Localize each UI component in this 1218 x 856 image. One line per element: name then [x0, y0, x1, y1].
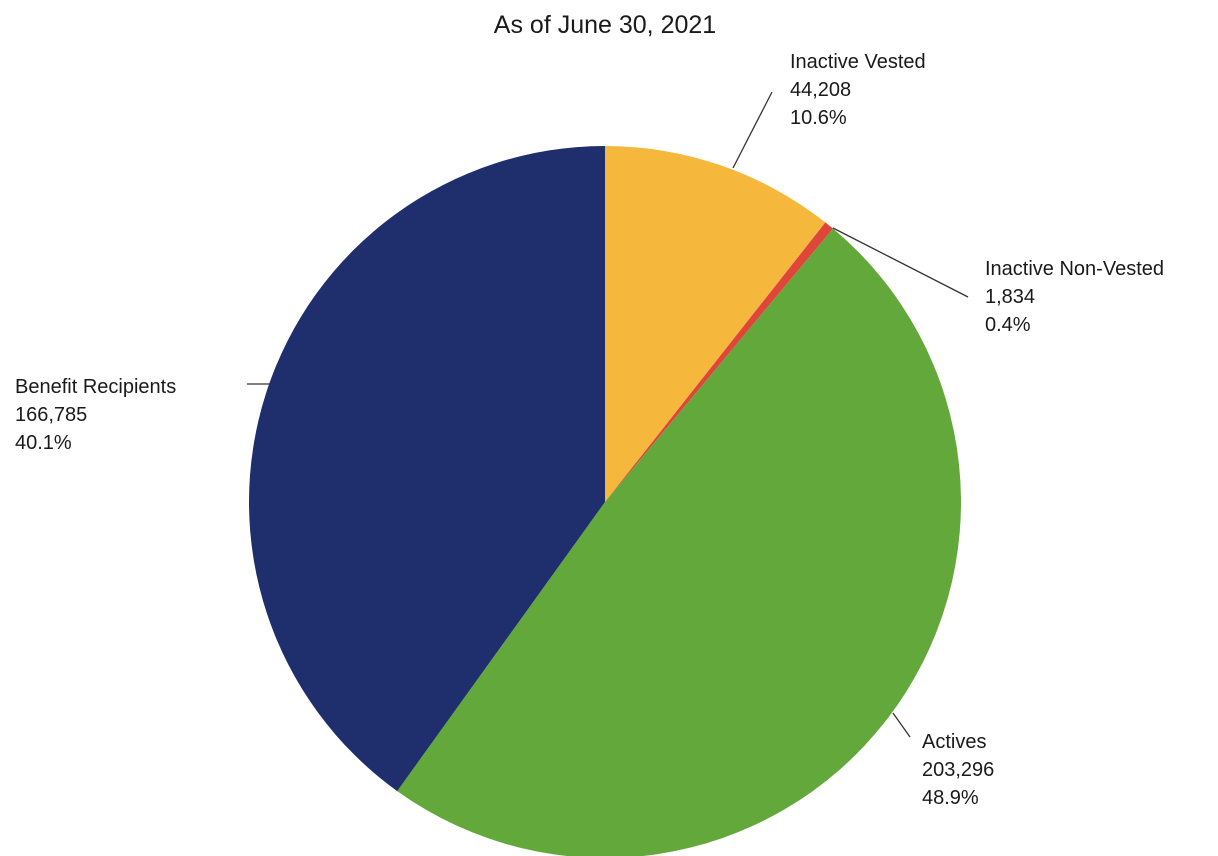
slice-label-value: 44,208 — [790, 79, 851, 101]
slice-label-name: Benefit Recipients — [15, 376, 176, 398]
slice-label-value: 166,785 — [15, 404, 87, 426]
slice-labels: Inactive Vested 44,208 10.6% Inactive Non-V… — [15, 51, 1164, 809]
leader-line — [732, 91, 773, 169]
slice-label-percent: 0.4% — [985, 314, 1031, 336]
slice-label-name: Inactive Vested — [790, 51, 926, 73]
slice-label-name: Inactive Non-Vested — [985, 258, 1164, 280]
pie-slices — [248, 146, 962, 856]
chart-title: As of June 30, 2021 — [494, 11, 716, 39]
leader-line — [892, 712, 911, 738]
slice-label-percent: 40.1% — [15, 432, 72, 454]
slice-label-value: 1,834 — [985, 286, 1035, 308]
slice-label-percent: 48.9% — [922, 787, 979, 809]
leader-lines — [247, 91, 969, 738]
pie-slice-benefit-recipients — [248, 146, 605, 792]
slice-label-percent: 10.6% — [790, 107, 847, 129]
pie-slice-actives — [397, 228, 962, 856]
leader-line — [832, 227, 969, 298]
pie-slice-inactive-non-vested — [605, 222, 834, 502]
pie-slice-inactive-vested — [605, 146, 826, 502]
slice-label-value: 203,296 — [922, 759, 994, 781]
slice-label-name: Actives — [922, 731, 986, 753]
